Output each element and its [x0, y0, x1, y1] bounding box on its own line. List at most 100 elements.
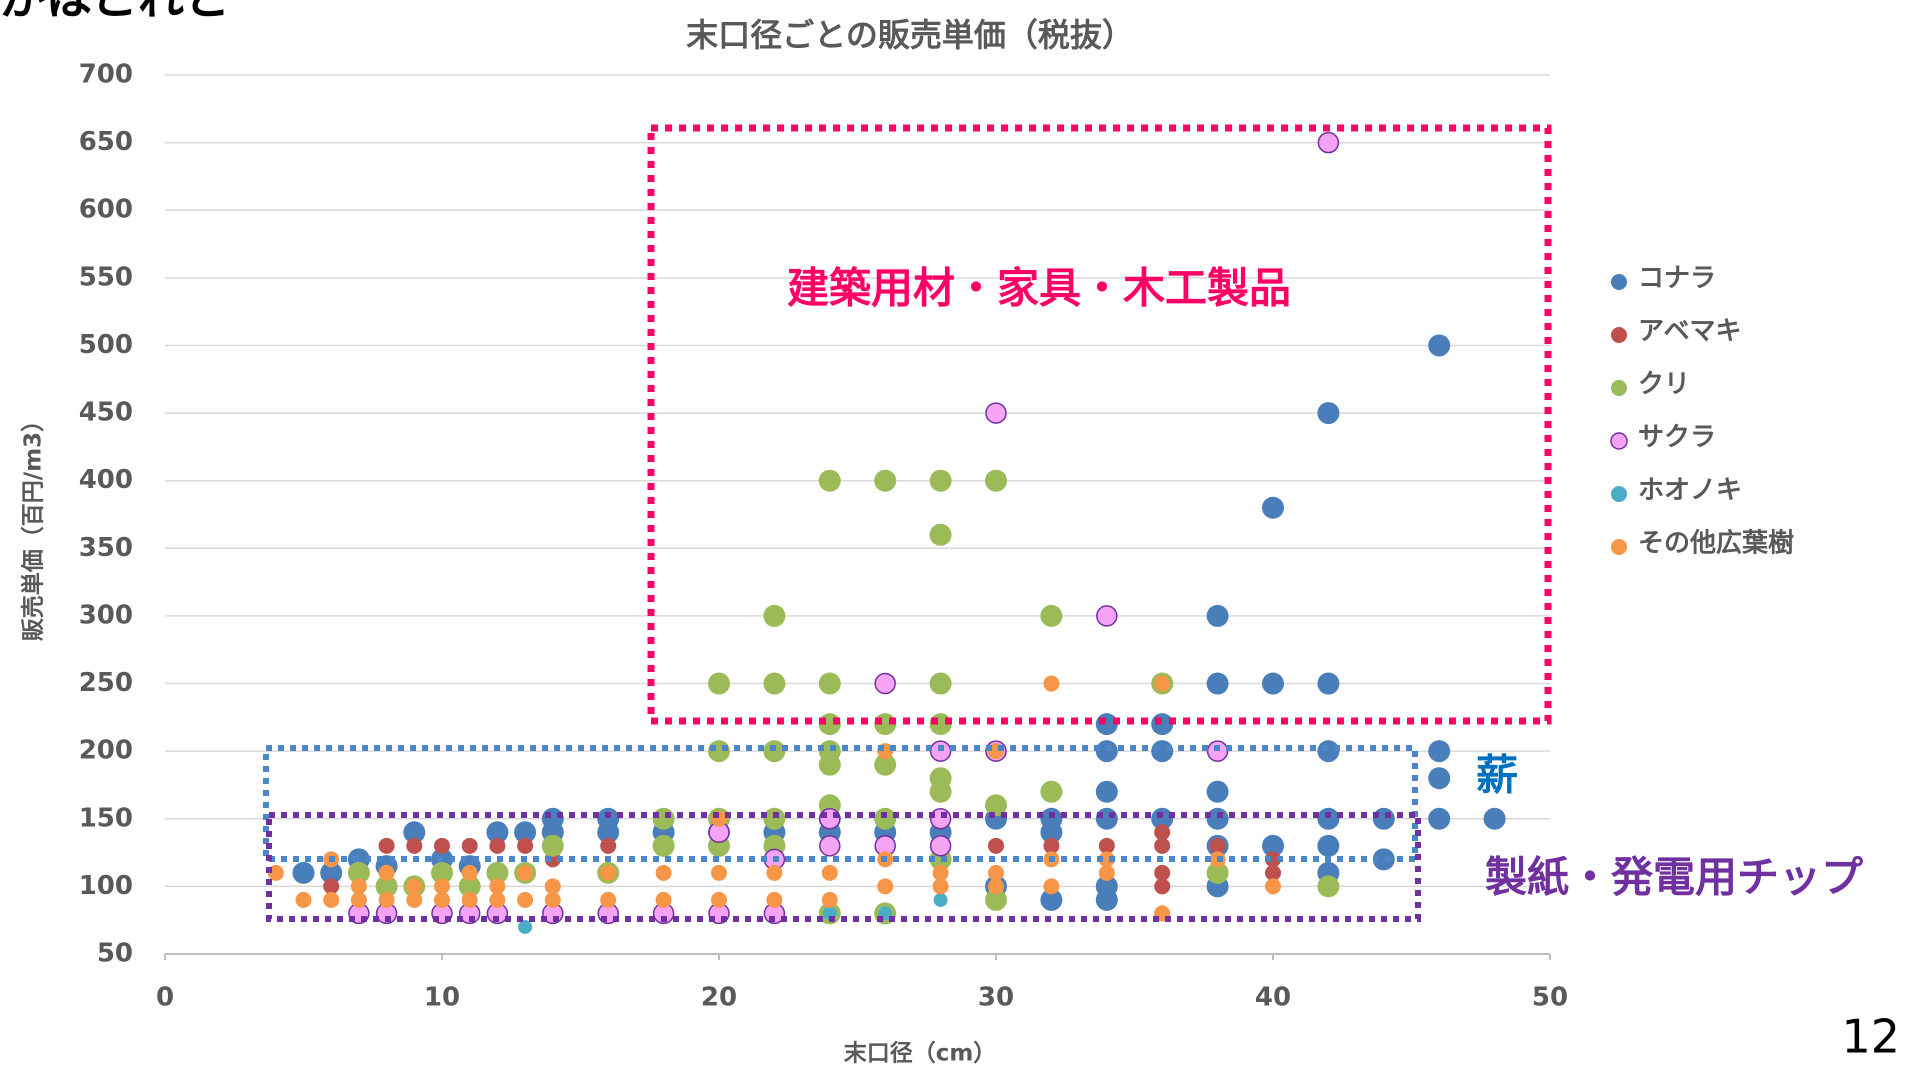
point	[708, 740, 730, 763]
y-tick-label: 500	[79, 330, 133, 360]
point	[403, 821, 426, 844]
point	[1154, 864, 1171, 881]
point	[1265, 878, 1281, 895]
point	[347, 861, 370, 884]
point	[929, 523, 952, 546]
y-tick-label: 550	[79, 262, 133, 292]
y-tick-label: 100	[79, 871, 133, 901]
point	[818, 753, 841, 776]
point	[932, 878, 949, 895]
legend-marker	[1611, 274, 1627, 290]
series	[348, 131, 1340, 925]
point	[874, 807, 897, 830]
point	[1098, 864, 1115, 881]
y-tick-label: 700	[79, 60, 133, 90]
point	[600, 864, 617, 881]
point	[378, 891, 395, 908]
point	[461, 891, 478, 908]
point	[1098, 837, 1115, 854]
point	[486, 821, 509, 844]
legend-label: ホオノキ	[1638, 476, 1742, 506]
point	[1151, 807, 1174, 830]
point	[1206, 780, 1229, 803]
wood-products-box	[647, 124, 1552, 725]
point	[600, 891, 617, 908]
legend-marker	[1610, 432, 1628, 450]
point	[1265, 851, 1281, 868]
point	[818, 469, 841, 492]
point	[985, 402, 1007, 424]
point	[763, 740, 786, 763]
point	[1095, 875, 1118, 898]
legend-label: サクラ	[1638, 423, 1716, 453]
legend-label: クリ	[1638, 370, 1690, 400]
point	[489, 878, 506, 895]
point	[1040, 888, 1063, 911]
point	[489, 891, 506, 908]
point	[1209, 837, 1226, 854]
point	[655, 864, 672, 881]
point	[514, 821, 537, 844]
point	[489, 837, 506, 854]
point	[350, 891, 367, 908]
point	[1206, 740, 1229, 762]
point	[1206, 672, 1229, 695]
point	[1428, 740, 1451, 763]
annotation: 薪	[1476, 751, 1518, 800]
point	[434, 891, 450, 908]
point	[1317, 807, 1340, 830]
point	[821, 891, 838, 908]
point	[821, 864, 838, 881]
point	[1372, 807, 1395, 830]
point	[929, 780, 952, 803]
series	[267, 675, 1281, 922]
point	[518, 919, 533, 934]
point	[711, 891, 727, 908]
point	[1206, 861, 1229, 884]
point	[874, 672, 896, 695]
point	[1317, 131, 1340, 154]
point	[378, 837, 395, 854]
series	[347, 469, 1340, 925]
y-tick-label: 250	[79, 668, 133, 698]
point	[1317, 834, 1340, 857]
point	[929, 808, 952, 830]
y-tick-label: 650	[79, 127, 133, 157]
y-tick-label: 350	[79, 533, 133, 563]
point	[597, 821, 620, 844]
point	[1043, 878, 1060, 895]
y-axis-label: 販売単価（百円/m3）	[20, 409, 47, 641]
annotation: 建築用材・家具・木工製品	[787, 264, 1291, 313]
firewood-box	[263, 745, 1418, 862]
point	[375, 875, 398, 898]
point	[486, 861, 509, 884]
point	[985, 794, 1007, 817]
point	[1095, 780, 1118, 803]
x-tick-label: 50	[1532, 983, 1568, 1013]
point	[711, 864, 727, 881]
point	[929, 672, 952, 695]
point	[541, 834, 564, 857]
point	[1317, 875, 1340, 898]
point	[874, 753, 897, 776]
point	[320, 861, 343, 884]
point	[874, 469, 897, 492]
chip-box	[266, 812, 1421, 922]
point	[819, 808, 841, 830]
point	[1206, 604, 1229, 627]
point	[517, 891, 534, 908]
legend-marker	[1611, 486, 1627, 502]
point	[434, 878, 450, 895]
legend-marker	[1611, 327, 1627, 343]
grid: 5010015020025030035040045050055060065070…	[79, 60, 1568, 1013]
point	[1154, 878, 1171, 895]
point	[600, 837, 617, 854]
point	[1096, 605, 1118, 627]
x-tick-label: 40	[1255, 983, 1291, 1013]
point	[461, 837, 478, 854]
point	[1483, 807, 1506, 830]
point	[406, 878, 423, 895]
point	[431, 861, 453, 884]
